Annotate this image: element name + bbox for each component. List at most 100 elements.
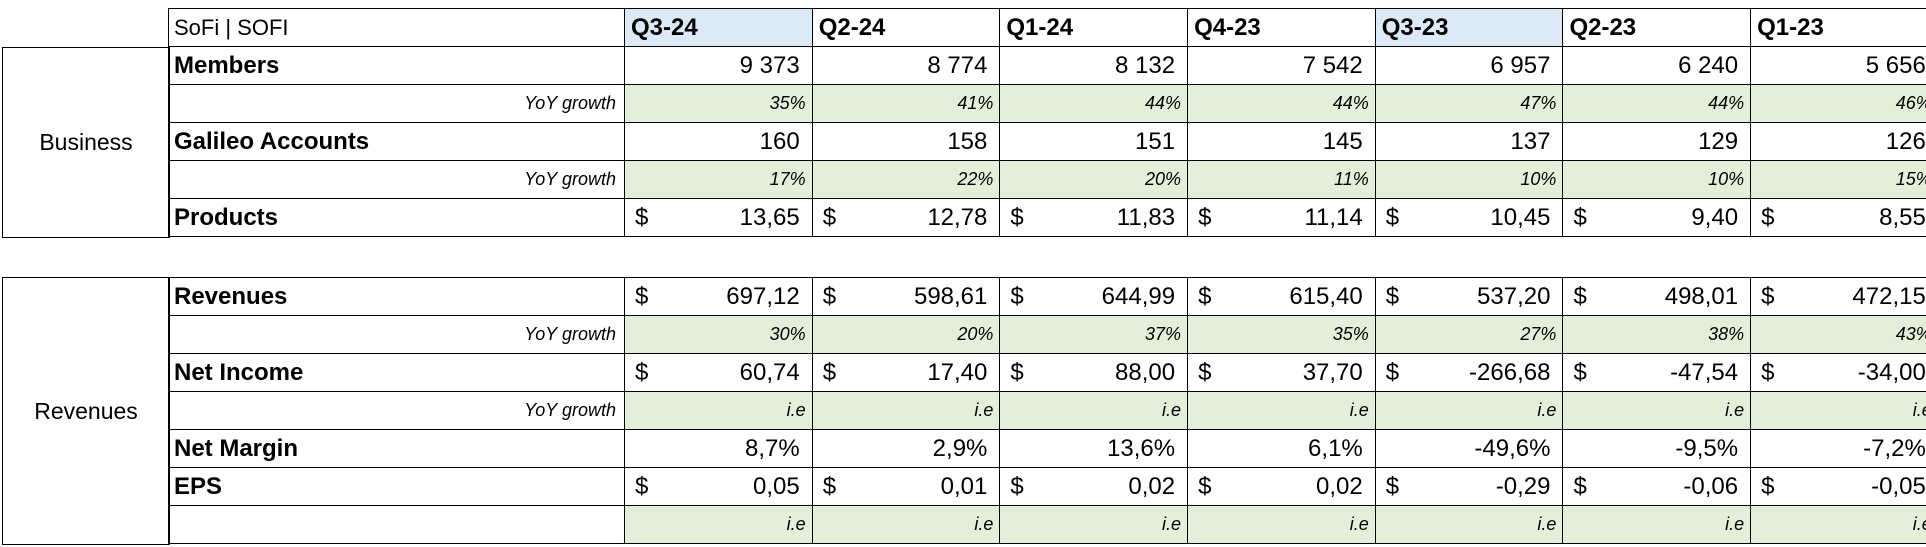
net-margin-cell[interactable]: 8,7% bbox=[624, 429, 813, 468]
revenues-cell[interactable]: $615,40 bbox=[1187, 277, 1376, 316]
growth-cell[interactable]: i.e bbox=[999, 391, 1189, 430]
members-cell[interactable]: 5 656 bbox=[1750, 46, 1926, 85]
yoy-growth-label[interactable]: YoY growth bbox=[168, 84, 625, 123]
quarter-header[interactable]: Q2-23 bbox=[1562, 8, 1752, 47]
growth-cell[interactable]: 44% bbox=[999, 84, 1189, 123]
net-margin-cell[interactable]: 13,6% bbox=[999, 429, 1189, 468]
growth-cell[interactable]: 46% bbox=[1750, 84, 1926, 123]
yoy-growth-label[interactable]: YoY growth bbox=[168, 160, 625, 199]
net-margin-cell[interactable]: 6,1% bbox=[1187, 429, 1376, 468]
yoy-growth-label[interactable]: YoY growth bbox=[168, 315, 625, 354]
eps-cell[interactable]: $0,02 bbox=[999, 467, 1189, 506]
growth-cell[interactable]: i.e bbox=[1750, 391, 1926, 430]
growth-cell[interactable]: i.e bbox=[1562, 391, 1752, 430]
net-income-cell[interactable]: $60,74 bbox=[624, 353, 813, 392]
products-cell[interactable]: $8,55 bbox=[1750, 198, 1926, 237]
members-cell[interactable]: 8 774 bbox=[811, 46, 1001, 85]
members-cell[interactable]: 6 957 bbox=[1374, 46, 1564, 85]
net-margin-cell[interactable]: -49,6% bbox=[1374, 429, 1564, 468]
members-cell[interactable]: 7 542 bbox=[1187, 46, 1376, 85]
growth-cell[interactable]: i.e bbox=[999, 505, 1189, 544]
growth-cell[interactable]: 44% bbox=[1562, 84, 1752, 123]
revenues-cell[interactable]: $697,12 bbox=[624, 277, 813, 316]
products-cell[interactable]: $12,78 bbox=[811, 198, 1001, 237]
quarter-header[interactable]: Q2-24 bbox=[811, 8, 1001, 47]
growth-cell[interactable]: 43% bbox=[1750, 315, 1926, 354]
growth-cell[interactable]: 17% bbox=[624, 160, 813, 199]
growth-cell[interactable]: 20% bbox=[811, 315, 1001, 354]
growth-cell[interactable]: 38% bbox=[1562, 315, 1752, 354]
growth-cell[interactable]: i.e bbox=[624, 391, 813, 430]
products-cell[interactable]: $10,45 bbox=[1374, 198, 1564, 237]
galileo-cell[interactable]: 160 bbox=[624, 122, 813, 161]
net-margin-label[interactable]: Net Margin bbox=[168, 429, 625, 468]
growth-cell[interactable]: i.e bbox=[1374, 391, 1564, 430]
galileo-cell[interactable]: 126 bbox=[1750, 122, 1926, 161]
growth-cell[interactable]: 22% bbox=[811, 160, 1001, 199]
members-cell[interactable]: 9 373 bbox=[624, 46, 813, 85]
growth-cell[interactable]: i.e bbox=[1562, 505, 1752, 544]
eps-cell[interactable]: $ -0,29 bbox=[1374, 467, 1564, 506]
eps-cell[interactable]: $0,02 bbox=[1187, 467, 1376, 506]
growth-cell[interactable]: i.e bbox=[811, 505, 1001, 544]
growth-cell[interactable]: i.e bbox=[1374, 505, 1564, 544]
growth-cell[interactable]: 10% bbox=[1562, 160, 1752, 199]
galileo-label[interactable]: Galileo Accounts bbox=[168, 122, 625, 161]
products-cell[interactable]: $11,14 bbox=[1187, 198, 1376, 237]
products-cell[interactable]: $9,40 bbox=[1562, 198, 1752, 237]
quarter-header[interactable]: Q1-24 bbox=[999, 8, 1189, 47]
revenues-cell[interactable]: $498,01 bbox=[1562, 277, 1752, 316]
galileo-cell[interactable]: 151 bbox=[999, 122, 1189, 161]
growth-cell[interactable]: 44% bbox=[1187, 84, 1376, 123]
products-cell[interactable]: $13,65 bbox=[624, 198, 813, 237]
eps-cell[interactable]: $0,01 bbox=[811, 467, 1001, 506]
quarter-header[interactable]: Q3-23 bbox=[1374, 8, 1564, 47]
members-cell[interactable]: 8 132 bbox=[999, 46, 1189, 85]
growth-cell[interactable]: 35% bbox=[1187, 315, 1376, 354]
net-margin-cell[interactable]: 2,9% bbox=[811, 429, 1001, 468]
net-income-cell[interactable]: $ -47,54 bbox=[1562, 353, 1752, 392]
growth-cell[interactable]: 37% bbox=[999, 315, 1189, 354]
growth-cell[interactable]: 11% bbox=[1187, 160, 1376, 199]
members-cell[interactable]: 6 240 bbox=[1562, 46, 1752, 85]
yoy-growth-label[interactable]: YoY growth bbox=[168, 391, 625, 430]
growth-cell[interactable]: i.e bbox=[1750, 505, 1926, 544]
growth-cell[interactable]: 20% bbox=[999, 160, 1189, 199]
growth-cell[interactable]: i.e bbox=[1187, 505, 1376, 544]
growth-cell[interactable]: 35% bbox=[624, 84, 813, 123]
eps-cell[interactable]: $ -0,06 bbox=[1562, 467, 1752, 506]
quarter-header[interactable]: Q4-23 bbox=[1187, 8, 1376, 47]
growth-cell[interactable]: 15% bbox=[1750, 160, 1926, 199]
growth-cell[interactable]: i.e bbox=[624, 505, 813, 544]
revenues-label[interactable]: Revenues bbox=[168, 277, 625, 316]
net-income-label[interactable]: Net Income bbox=[168, 353, 625, 392]
growth-cell[interactable]: 10% bbox=[1374, 160, 1564, 199]
net-margin-cell[interactable]: -9,5% bbox=[1562, 429, 1752, 468]
quarter-header[interactable]: Q3-24 bbox=[624, 8, 813, 47]
quarter-header[interactable]: Q1-23 bbox=[1750, 8, 1926, 47]
growth-cell[interactable]: 47% bbox=[1374, 84, 1564, 123]
revenues-cell[interactable]: $644,99 bbox=[999, 277, 1189, 316]
products-label[interactable]: Products bbox=[168, 198, 625, 237]
company-label[interactable]: SoFi | SOFI bbox=[168, 8, 625, 47]
growth-cell[interactable]: 27% bbox=[1374, 315, 1564, 354]
galileo-cell[interactable]: 137 bbox=[1374, 122, 1564, 161]
eps-label[interactable]: EPS bbox=[168, 467, 625, 506]
net-income-cell[interactable]: $ -266,68 bbox=[1374, 353, 1564, 392]
members-label[interactable]: Members bbox=[168, 46, 625, 85]
net-income-cell[interactable]: $ -34,00 bbox=[1750, 353, 1926, 392]
net-income-cell[interactable]: $37,70 bbox=[1187, 353, 1376, 392]
growth-cell[interactable]: 41% bbox=[811, 84, 1001, 123]
growth-cell[interactable]: 30% bbox=[624, 315, 813, 354]
products-cell[interactable]: $11,83 bbox=[999, 198, 1189, 237]
revenues-cell[interactable]: $598,61 bbox=[811, 277, 1001, 316]
galileo-cell[interactable]: 158 bbox=[811, 122, 1001, 161]
eps-cell[interactable]: $0,05 bbox=[624, 467, 813, 506]
galileo-cell[interactable]: 145 bbox=[1187, 122, 1376, 161]
eps-growth-label[interactable] bbox=[168, 505, 625, 544]
revenues-cell[interactable]: $472,15 bbox=[1750, 277, 1926, 316]
net-income-cell[interactable]: $17,40 bbox=[811, 353, 1001, 392]
net-margin-cell[interactable]: -7,2% bbox=[1750, 429, 1926, 468]
revenues-cell[interactable]: $537,20 bbox=[1374, 277, 1564, 316]
net-income-cell[interactable]: $88,00 bbox=[999, 353, 1189, 392]
